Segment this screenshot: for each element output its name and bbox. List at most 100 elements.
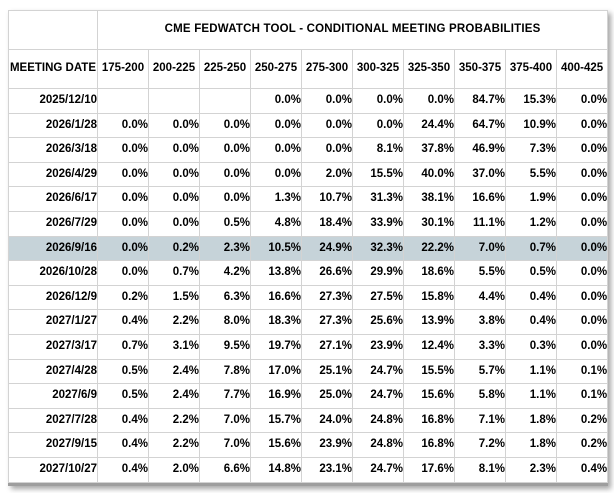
- title-row: CME FEDWATCH TOOL - CONDITIONAL MEETING …: [8, 10, 609, 50]
- prob-cell: 0.0%: [555, 210, 609, 237]
- prob-cell: 24.7%: [352, 383, 404, 409]
- prob-cell: 0.0%: [148, 137, 200, 163]
- table-row[interactable]: 2025/12/10 0.0% 0.0% 0.0% 0.0% 84.7% 15.3% 0.0%: [8, 88, 609, 114]
- meeting-date-cell: 2027/4/28: [8, 358, 98, 385]
- prob-cell: 7.3%: [505, 137, 557, 163]
- table-row[interactable]: 2027/6/9 0.5% 2.4% 7.7% 16.9% 25.0% 24.7% 15.6%…: [8, 383, 609, 409]
- meeting-date-cell: 2026/1/28: [8, 112, 98, 139]
- prob-cell: 0.0%: [555, 235, 609, 262]
- prob-cell: 0.0%: [97, 137, 149, 163]
- prob-cell: 46.9%: [454, 137, 506, 163]
- prob-cell: 26.6%: [301, 260, 353, 286]
- prob-cell: 11.1%: [454, 210, 506, 237]
- prob-cell: 1.8%: [505, 407, 557, 434]
- table-row[interactable]: 2026/12/9 0.2% 1.5% 6.3% 16.6% 27.3% 27.5% 15.8…: [8, 284, 609, 311]
- prob-cell: 24.8%: [352, 432, 404, 458]
- prob-cell: 15.3%: [505, 88, 557, 114]
- prob-cell: 0.2%: [97, 284, 149, 311]
- table-row[interactable]: 2026/6/17 0.0% 0.0% 0.0% 1.3% 10.7% 31.3% 38.1%…: [8, 186, 609, 212]
- prob-cell: 0.4%: [97, 432, 149, 458]
- prob-cell: 1.9%: [505, 186, 557, 212]
- table-row[interactable]: 2027/7/28 0.4% 2.2% 7.0% 15.7% 24.0% 24.8% 16.8…: [8, 407, 609, 434]
- table-row[interactable]: 2026/3/18 0.0% 0.0% 0.0% 0.0% 0.0% 8.1% 37.8% 46…: [8, 137, 609, 163]
- prob-cell: 5.5%: [454, 260, 506, 286]
- prob-cell: 0.0%: [97, 260, 149, 286]
- prob-cell: 25.0%: [301, 383, 353, 409]
- prob-cell: 15.8%: [403, 284, 455, 311]
- prob-cell: 25.1%: [301, 358, 353, 385]
- prob-cell: 0.0%: [555, 284, 609, 311]
- prob-cell: 4.2%: [199, 260, 251, 286]
- prob-cell: [97, 88, 149, 114]
- prob-cell: 24.9%: [301, 235, 353, 262]
- prob-cell: 4.4%: [454, 284, 506, 311]
- prob-cell: 0.0%: [555, 333, 609, 360]
- rate-column-header-175-200: 175-200: [97, 49, 149, 89]
- prob-cell: 3.1%: [148, 333, 200, 360]
- prob-cell: 5.8%: [454, 383, 506, 409]
- prob-cell: 0.0%: [352, 112, 404, 139]
- prob-cell: 0.5%: [505, 260, 557, 286]
- prob-cell: 0.1%: [555, 358, 609, 385]
- table-row[interactable]: 2027/3/17 0.7% 3.1% 9.5% 19.7% 27.1% 23.9% 12.4…: [8, 333, 609, 360]
- prob-cell: 10.7%: [301, 186, 353, 212]
- prob-cell: 27.1%: [301, 333, 353, 360]
- prob-cell: 2.4%: [148, 358, 200, 385]
- rate-column-header-225-250: 225-250: [199, 49, 251, 89]
- prob-cell: 0.4%: [505, 309, 557, 335]
- prob-cell: 7.0%: [454, 235, 506, 262]
- table-row[interactable]: 2027/1/27 0.4% 2.2% 8.0% 18.3% 27.3% 25.6% 13.9…: [8, 309, 609, 335]
- prob-cell: 0.0%: [97, 210, 149, 237]
- prob-cell: 37.8%: [403, 137, 455, 163]
- prob-cell: 0.7%: [97, 333, 149, 360]
- prob-cell: 19.7%: [250, 333, 302, 360]
- prob-cell: 16.8%: [403, 407, 455, 434]
- rate-column-header-250-275: 250-275: [250, 49, 302, 89]
- prob-cell: 7.8%: [199, 358, 251, 385]
- prob-cell: 0.2%: [148, 235, 200, 262]
- prob-cell: 24.7%: [352, 358, 404, 385]
- prob-cell: 16.8%: [403, 432, 455, 458]
- table-row[interactable]: 2026/10/28 0.0% 0.7% 4.2% 13.8% 26.6% 29.9% 18.…: [8, 260, 609, 286]
- table-row[interactable]: 2027/4/28 0.5% 2.4% 7.8% 17.0% 25.1% 24.7% 15.5…: [8, 358, 609, 385]
- table-row[interactable]: 2026/7/29 0.0% 0.0% 0.5% 4.8% 18.4% 33.9% 30.1%…: [8, 210, 609, 237]
- rate-column-header-300-325: 300-325: [352, 49, 404, 89]
- table-row[interactable]: 2027/9/15 0.4% 2.2% 7.0% 15.6% 23.9% 24.8% 16.8…: [8, 432, 609, 458]
- prob-cell: 23.9%: [301, 432, 353, 458]
- prob-cell: 18.4%: [301, 210, 353, 237]
- prob-cell: 40.0%: [403, 161, 455, 188]
- prob-cell: 2.4%: [148, 383, 200, 409]
- prob-cell: 23.9%: [352, 333, 404, 360]
- prob-cell: 0.0%: [555, 88, 609, 114]
- prob-cell: 0.0%: [301, 88, 353, 114]
- prob-cell: 0.0%: [199, 161, 251, 188]
- meeting-date-cell: 2027/7/28: [8, 407, 98, 434]
- table-row[interactable]: 2026/4/29 0.0% 0.0% 0.0% 0.0% 2.0% 15.5% 40.0% 3…: [8, 161, 609, 188]
- prob-cell: 0.0%: [555, 112, 609, 139]
- table-row[interactable]: 2026/9/16 0.0% 0.2% 2.3% 10.5% 24.9% 32.3% 22.2…: [8, 235, 609, 262]
- table-row[interactable]: 2027/10/27 0.4% 2.0% 6.6% 14.8% 23.1% 24.7% 17.…: [8, 456, 609, 483]
- prob-cell: 8.0%: [199, 309, 251, 335]
- prob-cell: 1.1%: [505, 358, 557, 385]
- prob-cell: 0.0%: [301, 137, 353, 163]
- prob-cell: 0.5%: [199, 210, 251, 237]
- meeting-date-cell: 2026/4/29: [8, 161, 98, 188]
- prob-cell: 1.1%: [505, 383, 557, 409]
- prob-cell: 37.0%: [454, 161, 506, 188]
- meeting-date-cell: 2027/6/9: [8, 383, 98, 409]
- prob-cell: 0.2%: [555, 407, 609, 434]
- prob-cell: 15.6%: [250, 432, 302, 458]
- corner-cell: [8, 10, 98, 50]
- prob-cell: 15.7%: [250, 407, 302, 434]
- prob-cell: 0.0%: [97, 112, 149, 139]
- prob-cell: 0.4%: [555, 456, 609, 483]
- prob-cell: 0.3%: [505, 333, 557, 360]
- prob-cell: 31.3%: [352, 186, 404, 212]
- prob-cell: 2.0%: [301, 161, 353, 188]
- prob-cell: 2.3%: [505, 456, 557, 483]
- prob-cell: 8.1%: [454, 456, 506, 483]
- prob-cell: 15.6%: [403, 383, 455, 409]
- table-row[interactable]: 2026/1/28 0.0% 0.0% 0.0% 0.0% 0.0% 0.0% 24.4% 64…: [8, 112, 609, 139]
- prob-cell: 0.0%: [352, 88, 404, 114]
- prob-cell: 27.3%: [301, 309, 353, 335]
